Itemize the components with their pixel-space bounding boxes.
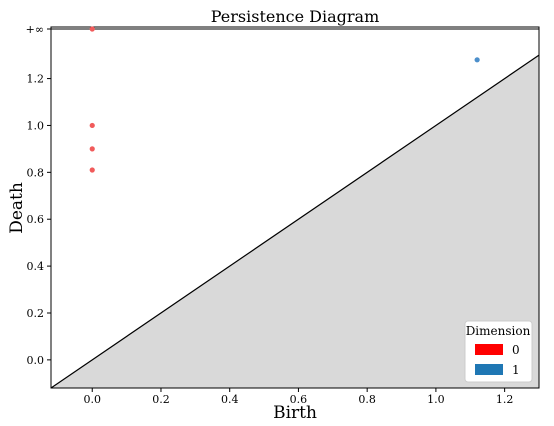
plot-frame [50, 26, 540, 389]
diagonal-line [50, 54, 540, 389]
legend-swatch-dimension-0 [475, 344, 503, 355]
point-dimension-0 [89, 167, 95, 173]
x-tick-label: 1.0 [427, 393, 445, 406]
point-dimension-0 [89, 146, 95, 152]
y-axis-title: Death [7, 182, 27, 234]
y-tick-label-infinity: +∞ [26, 23, 44, 36]
legend: Dimension 0 1 [464, 320, 533, 383]
chart-title: Persistence Diagram [211, 7, 380, 26]
legend-label-dimension-1: 1 [512, 363, 520, 377]
y-tick-label: 0.6 [27, 213, 45, 226]
legend-swatch-dimension-1 [475, 364, 503, 375]
x-tick-label: 0.2 [152, 393, 170, 406]
y-tick-label: 1.0 [27, 119, 45, 132]
y-tick-label: 0.4 [27, 260, 45, 273]
x-tick-label: 0.6 [290, 393, 308, 406]
point-dimension-0 [89, 122, 95, 129]
legend-title: Dimension [466, 324, 531, 338]
x-tick-label: 0.8 [358, 393, 376, 406]
legend-label-dimension-0: 0 [512, 343, 520, 357]
point-dimension-0 [89, 26, 95, 32]
data-points [89, 26, 480, 173]
x-tick-label: 0.0 [83, 393, 101, 406]
x-tick-label: 0.4 [221, 393, 239, 406]
plot-area [50, 26, 540, 389]
y-tick-label: 0.0 [27, 354, 45, 367]
y-tick-label: 1.2 [27, 73, 45, 86]
x-axis-ticks: 0.0 0.2 0.4 0.6 0.8 1.0 1.2 [83, 388, 513, 406]
x-axis-title: Birth [273, 403, 317, 422]
point-dimension-1 [474, 57, 480, 63]
y-axis-ticks: 0.0 0.2 0.4 0.6 0.8 1.0 1.2 +∞ [26, 23, 51, 367]
y-tick-label: 0.2 [27, 307, 45, 320]
y-tick-label: 0.8 [27, 166, 45, 179]
x-tick-label: 1.2 [496, 393, 514, 406]
